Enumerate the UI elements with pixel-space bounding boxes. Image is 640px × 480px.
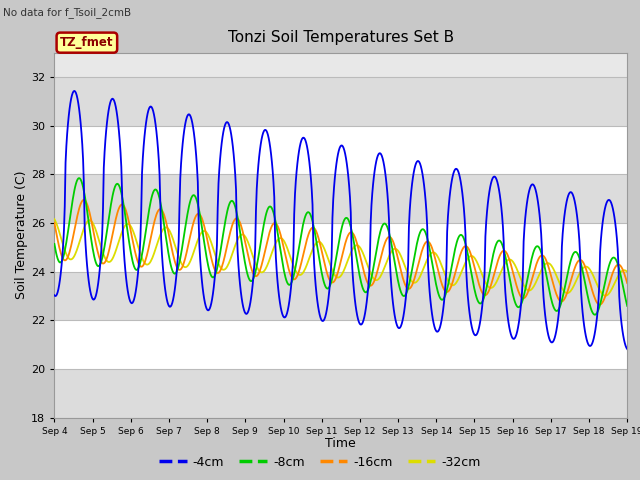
Bar [54, 320, 627, 369]
Bar [54, 223, 627, 272]
Text: No data for f_Tsoil_2cmB: No data for f_Tsoil_2cmB [3, 7, 131, 18]
X-axis label: Time: Time [325, 437, 356, 450]
Y-axis label: Soil Temperature (C): Soil Temperature (C) [15, 171, 28, 300]
Bar [54, 174, 627, 223]
Bar [54, 369, 627, 418]
Title: Tonzi Soil Temperatures Set B: Tonzi Soil Temperatures Set B [228, 30, 454, 45]
Legend: -4cm, -8cm, -16cm, -32cm: -4cm, -8cm, -16cm, -32cm [154, 451, 486, 474]
Bar [54, 77, 627, 126]
Bar [54, 272, 627, 320]
Bar [54, 126, 627, 174]
Text: TZ_fmet: TZ_fmet [60, 36, 114, 49]
